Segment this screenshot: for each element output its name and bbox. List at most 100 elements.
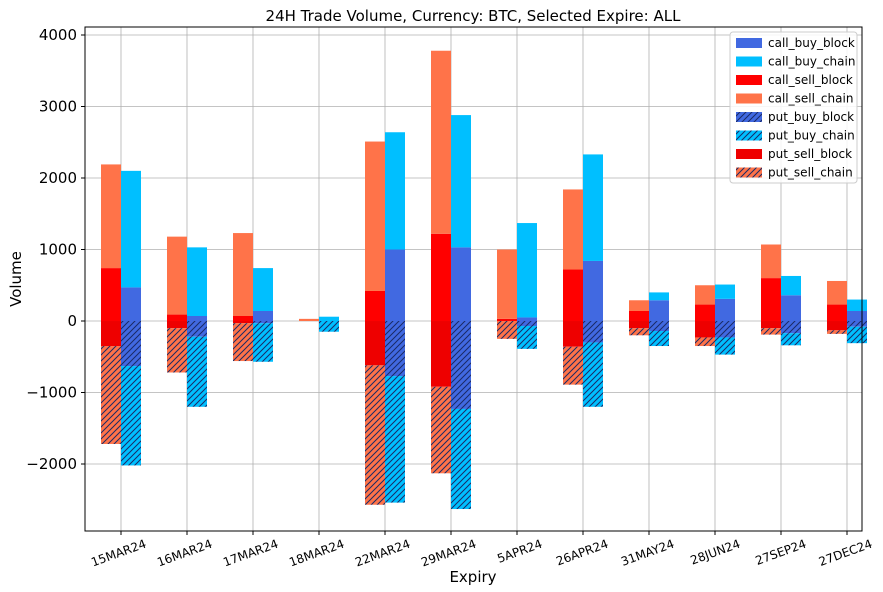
y-tick-label: 4000 xyxy=(39,26,77,44)
bar xyxy=(299,318,319,322)
bar xyxy=(365,365,385,505)
bar xyxy=(563,189,583,270)
bar xyxy=(385,249,405,322)
bar xyxy=(187,321,207,337)
bar xyxy=(451,408,471,510)
bar xyxy=(761,244,781,279)
bar xyxy=(451,247,471,322)
bar xyxy=(431,50,451,234)
bar xyxy=(167,314,187,322)
bar xyxy=(629,328,649,336)
x-tick-label: 17MAR24 xyxy=(221,537,280,570)
legend-label: call_sell_chain xyxy=(768,92,853,106)
bar xyxy=(781,321,801,334)
bar xyxy=(385,132,405,250)
legend-label: call_buy_block xyxy=(768,36,855,50)
bar xyxy=(563,346,583,385)
bar xyxy=(319,316,339,322)
y-tick-label: 0 xyxy=(67,312,77,330)
bar xyxy=(827,304,847,322)
legend-box xyxy=(729,31,858,184)
bar xyxy=(827,330,847,334)
bar xyxy=(365,321,385,366)
bar xyxy=(385,321,405,377)
bar xyxy=(761,328,781,335)
bar xyxy=(101,321,121,347)
bar xyxy=(167,321,187,329)
bar xyxy=(649,300,669,322)
x-tick-label: 22MAR24 xyxy=(353,537,412,570)
bar xyxy=(431,233,451,322)
bar xyxy=(781,295,801,322)
legend-swatch xyxy=(736,93,762,104)
legend-label: put_buy_block xyxy=(768,110,854,124)
x-tick-label: 27SEP24 xyxy=(753,537,808,568)
legend-swatch xyxy=(736,38,762,48)
bar xyxy=(187,316,207,322)
bar xyxy=(715,284,735,299)
legend-swatch xyxy=(736,130,762,141)
legend-swatch xyxy=(736,75,762,85)
y-axis-label: Volume xyxy=(7,251,25,307)
legend-swatch xyxy=(736,112,762,122)
bar xyxy=(365,290,385,322)
bar xyxy=(847,326,867,344)
x-tick-label: 5APR24 xyxy=(495,537,544,566)
bar xyxy=(563,321,583,347)
bar xyxy=(365,141,385,291)
bar xyxy=(761,321,781,329)
bar xyxy=(385,376,405,503)
y-tick-label: −2000 xyxy=(26,455,77,473)
bar xyxy=(101,164,121,269)
y-tick-label: −1000 xyxy=(26,384,77,402)
x-tick-label: 15MAR24 xyxy=(89,537,148,570)
bar xyxy=(781,333,801,346)
bar xyxy=(253,321,273,324)
bar xyxy=(451,321,471,409)
bar xyxy=(233,316,253,322)
bar xyxy=(319,321,339,332)
bar xyxy=(187,247,207,317)
x-tick-label: 26APR24 xyxy=(554,537,610,569)
bar xyxy=(715,321,735,338)
bar xyxy=(187,336,207,407)
bar xyxy=(649,331,669,347)
bar xyxy=(233,233,253,317)
bar xyxy=(253,268,273,311)
bar xyxy=(629,310,649,322)
y-tick-label: 3000 xyxy=(39,98,77,116)
plot-frame xyxy=(84,26,863,532)
y-tick-label: 2000 xyxy=(39,169,77,187)
bar xyxy=(847,299,867,311)
bar xyxy=(715,298,735,322)
bar xyxy=(517,317,537,322)
bar xyxy=(695,337,715,347)
bar xyxy=(583,260,603,322)
legend-swatch xyxy=(736,167,762,178)
x-tick-label: 28JUN24 xyxy=(689,537,743,568)
chart-title: 24H Trade Volume, Currency: BTC, Selecte… xyxy=(266,7,682,25)
legend-label: put_buy_chain xyxy=(768,129,855,143)
bar xyxy=(253,323,273,362)
bar xyxy=(649,321,669,332)
bar xyxy=(497,249,517,319)
bar xyxy=(629,321,649,329)
bar xyxy=(101,268,121,322)
bar xyxy=(827,280,847,305)
bar xyxy=(497,321,517,339)
bar xyxy=(431,386,451,474)
x-axis-label: Expiry xyxy=(449,568,496,586)
bar xyxy=(827,321,847,331)
bar xyxy=(121,287,141,322)
bar xyxy=(715,337,735,355)
bar xyxy=(695,321,715,338)
bar xyxy=(121,321,141,367)
bar xyxy=(451,115,471,248)
bar xyxy=(517,321,537,327)
legend-label: call_buy_chain xyxy=(768,55,855,69)
x-tick-label: 31MAY24 xyxy=(619,537,676,569)
bar xyxy=(695,304,715,322)
bar xyxy=(583,154,603,261)
bar xyxy=(583,342,603,407)
